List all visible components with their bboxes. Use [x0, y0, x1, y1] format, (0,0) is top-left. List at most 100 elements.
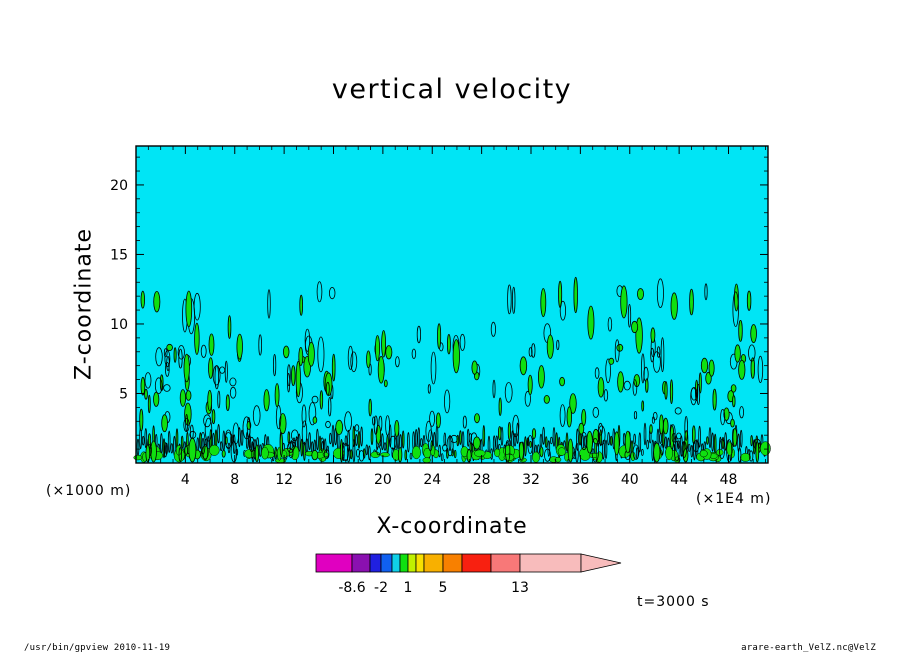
contour-cell	[208, 357, 214, 379]
contour-cell	[732, 427, 738, 447]
contour-cell	[524, 390, 531, 407]
contour-cell	[624, 430, 631, 454]
contour-cell	[328, 397, 332, 417]
x-axis-label: X-coordinate	[376, 514, 528, 539]
contour-cell	[440, 453, 444, 462]
contour-cell	[671, 432, 676, 443]
contour-cell	[303, 441, 306, 461]
contour-cell	[274, 383, 280, 408]
contour-cell	[627, 303, 632, 328]
contour-cell	[427, 429, 433, 452]
contour-cell	[287, 431, 291, 444]
colorbar-swatch	[315, 553, 353, 573]
contour-cell	[641, 448, 644, 456]
contour-cell	[659, 414, 664, 435]
contour-cell	[254, 444, 259, 463]
contour-cell	[360, 426, 363, 447]
colorbar-swatch	[380, 553, 393, 573]
contour-cell	[365, 444, 369, 456]
contour-cell	[311, 395, 319, 404]
contour-cell	[288, 441, 296, 450]
contour-cell	[692, 440, 700, 453]
contour-cell	[567, 438, 574, 463]
contour-cell	[556, 339, 560, 351]
contour-cell	[591, 438, 599, 463]
contour-cell	[224, 429, 232, 450]
colorbar-tick-label: -8.6	[338, 580, 365, 596]
contour-cell	[690, 387, 697, 406]
contour-cell	[607, 432, 610, 446]
contour-cell	[528, 347, 533, 357]
contour-cell	[366, 350, 371, 369]
contour-cell	[504, 382, 513, 403]
contour-cell	[546, 334, 554, 359]
contour-cell	[188, 437, 197, 463]
x-tick-label: 8	[230, 472, 239, 488]
contour-cell	[512, 286, 516, 314]
contour-cell	[482, 425, 486, 447]
contour-cell	[179, 389, 186, 407]
contour-cell	[368, 398, 372, 417]
contour-cell	[374, 335, 380, 362]
contour-cell	[637, 288, 645, 300]
contour-cell	[155, 347, 163, 367]
x-tick-label: 12	[275, 472, 293, 488]
contour-cell	[450, 434, 458, 444]
contour-cell	[757, 355, 764, 383]
contour-cell	[632, 379, 638, 396]
contour-cell	[690, 444, 694, 458]
contour-cell	[616, 343, 624, 352]
contour-cell	[738, 319, 743, 342]
contour-cell	[219, 366, 226, 374]
contour-cell	[633, 433, 636, 445]
contour-cell	[299, 294, 304, 316]
contour-cell	[713, 433, 717, 455]
contour-cell	[217, 424, 220, 444]
contour-cell	[144, 428, 148, 449]
contour-cell	[650, 347, 655, 363]
contour-cell	[587, 305, 595, 340]
contour-cell	[597, 377, 605, 398]
contour-cell	[178, 447, 182, 462]
contour-cell	[599, 429, 603, 447]
contour-cell	[494, 448, 501, 457]
contour-cell	[507, 421, 511, 441]
contour-cell	[291, 365, 296, 387]
contour-cell	[453, 449, 457, 459]
contour-cell	[177, 345, 185, 360]
contour-cell	[607, 317, 613, 332]
contour-cell	[592, 406, 599, 418]
contour-cell	[474, 413, 480, 424]
contour-cell	[301, 420, 308, 446]
contour-cell	[304, 328, 311, 352]
contour-cell	[225, 394, 230, 412]
contour-cell	[311, 449, 319, 461]
contour-cell	[298, 346, 304, 366]
contour-cell	[531, 343, 536, 358]
contour-cell	[430, 351, 437, 385]
contour-cell	[300, 438, 304, 457]
contour-cell	[236, 333, 243, 360]
contour-cell	[673, 440, 680, 462]
contour-cell	[166, 343, 173, 352]
contour-cell	[354, 424, 360, 432]
contour-cell	[608, 357, 615, 365]
contour-cell	[335, 419, 344, 435]
contour-cell	[527, 374, 533, 396]
x-tick-label: 40	[621, 472, 639, 488]
contour-cell	[211, 409, 216, 425]
contour-cell	[272, 353, 277, 377]
colorbar-tick-label: 1	[404, 580, 413, 596]
colorbar-swatch	[399, 553, 409, 573]
contour-cell	[468, 433, 472, 443]
contour-cell	[676, 432, 682, 440]
contour-cell	[381, 330, 387, 358]
contour-cell	[438, 444, 441, 458]
contour-cell	[153, 291, 161, 313]
contour-cell	[633, 411, 638, 420]
contour-cell	[312, 416, 318, 424]
contour-cell	[740, 453, 751, 462]
colorbar-swatch	[490, 553, 521, 573]
contour-cell	[370, 451, 381, 458]
contour-cell	[573, 276, 578, 314]
